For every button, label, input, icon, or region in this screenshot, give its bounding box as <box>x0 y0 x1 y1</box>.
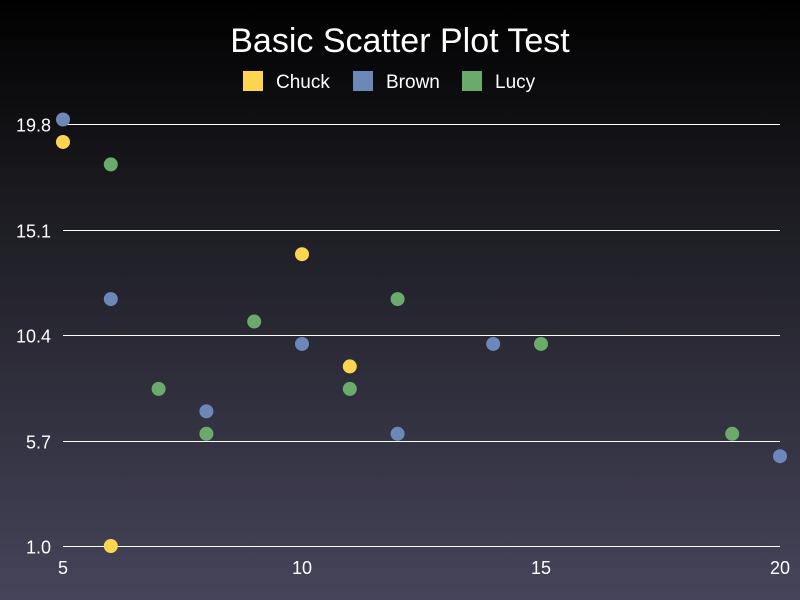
data-point <box>773 449 787 464</box>
data-point <box>342 381 357 396</box>
data-point <box>103 157 118 172</box>
x-tick-label: 10 <box>292 558 312 578</box>
x-tick-label: 20 <box>770 558 790 578</box>
data-point <box>295 247 309 262</box>
data-point <box>56 134 70 149</box>
chart-title: Basic Scatter Plot Test <box>230 22 570 60</box>
y-tick-label: 1.0 <box>26 538 51 558</box>
data-point <box>199 404 214 419</box>
y-tick-label: 19.8 <box>16 116 51 136</box>
legend: Chuck Brown Lucy <box>243 71 536 93</box>
data-point <box>486 336 501 351</box>
data-point <box>295 336 309 351</box>
legend-swatch <box>353 71 373 91</box>
data-point <box>390 292 405 307</box>
legend-swatch <box>243 71 263 91</box>
grid-lines <box>63 124 780 547</box>
data-point <box>103 292 118 307</box>
series-chuck <box>56 134 357 553</box>
data-point <box>247 314 262 329</box>
x-tick-label: 15 <box>531 558 551 578</box>
legend-label: Lucy <box>495 72 536 93</box>
legend-item-brown: Brown <box>353 71 440 93</box>
series-brown <box>56 112 787 464</box>
legend-item-lucy: Lucy <box>462 71 536 93</box>
y-axis-ticks: 1.0 5.7 10.4 15.1 19.8 <box>16 116 51 558</box>
data-point <box>390 426 405 441</box>
data-point <box>199 426 214 441</box>
x-axis-ticks: 5 10 15 20 <box>58 558 790 578</box>
data-point <box>534 336 548 351</box>
data-points <box>56 112 787 553</box>
data-point <box>56 112 70 127</box>
legend-swatch <box>462 71 482 91</box>
x-tick-label: 5 <box>58 558 68 578</box>
data-point <box>103 539 118 553</box>
data-point <box>725 426 740 441</box>
series-lucy <box>103 157 740 441</box>
legend-label: Chuck <box>276 72 330 93</box>
data-point <box>342 359 357 374</box>
y-tick-label: 5.7 <box>26 433 51 453</box>
y-tick-label: 15.1 <box>16 222 51 242</box>
legend-item-chuck: Chuck <box>243 71 330 93</box>
legend-label: Brown <box>386 72 440 93</box>
data-point <box>151 381 166 396</box>
y-tick-label: 10.4 <box>16 327 51 347</box>
